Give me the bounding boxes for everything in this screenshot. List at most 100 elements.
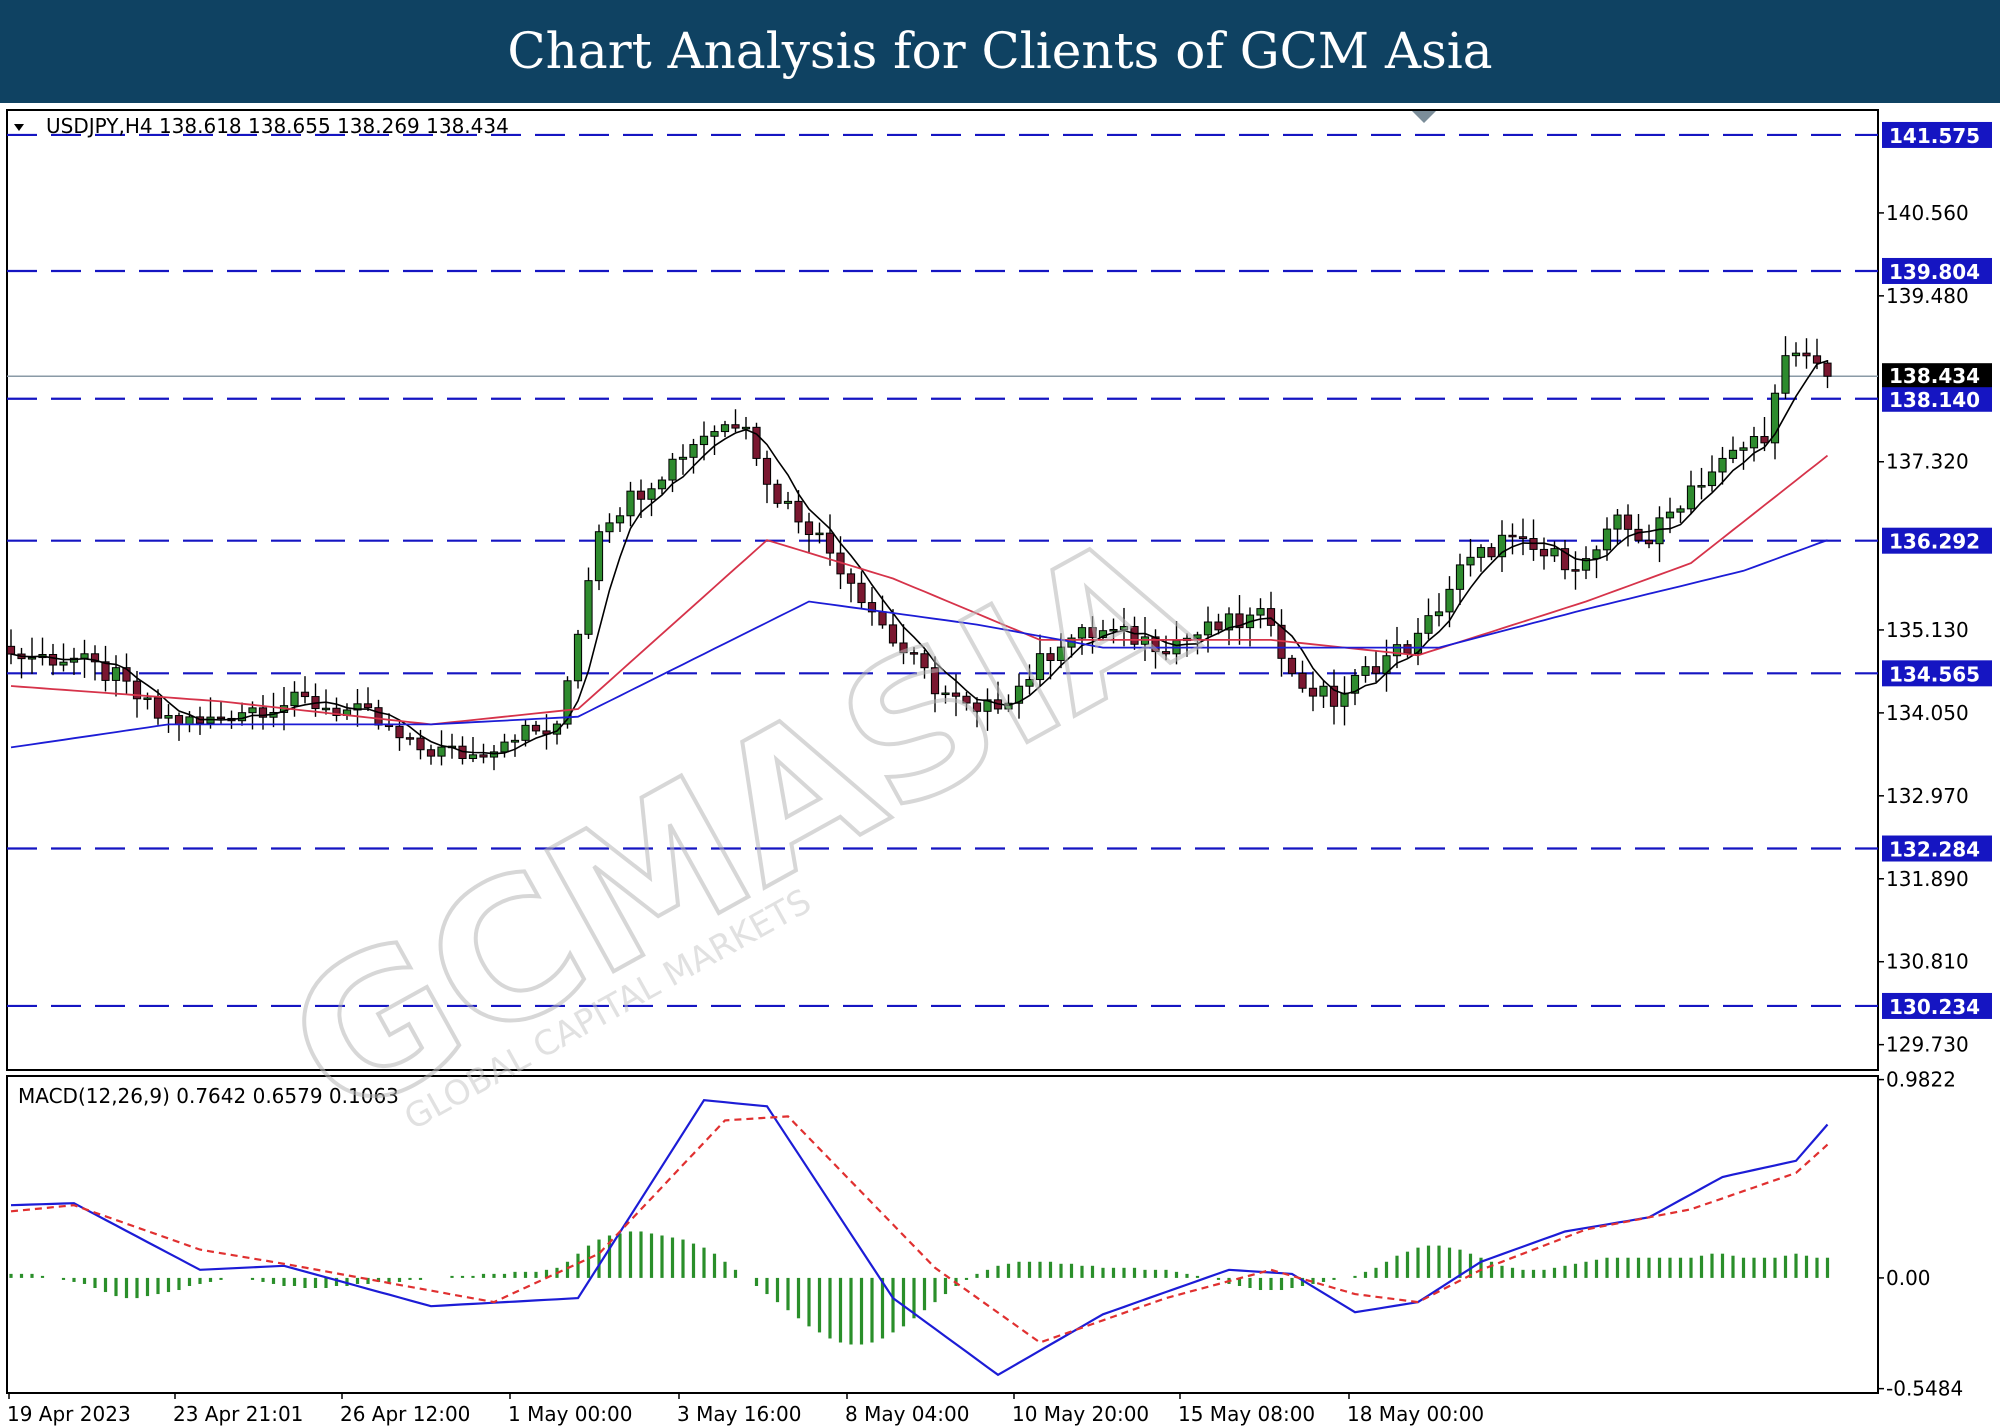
bull-candle — [1413, 632, 1423, 654]
bull-candle — [584, 580, 593, 635]
bull-candle — [1424, 615, 1433, 634]
bull-candle — [1749, 436, 1759, 449]
bear-candle — [1308, 687, 1318, 697]
bull-candle — [1686, 485, 1696, 510]
bull-candle — [1728, 449, 1738, 459]
bear-candle — [363, 703, 373, 709]
bull-candle — [468, 754, 478, 760]
bear-candle — [825, 532, 835, 554]
bear-candle — [90, 653, 100, 663]
bull-candle — [27, 657, 37, 660]
bull-candle — [1739, 447, 1748, 451]
bull-candle — [1770, 392, 1780, 444]
bear-candle — [1235, 613, 1244, 629]
bear-candle — [479, 754, 488, 758]
x-tick-label: 23 Apr 21:01 — [173, 1402, 303, 1426]
bull-candle — [710, 431, 719, 437]
bear-candle — [405, 737, 415, 740]
page-title: Chart Analysis for Clients of GCM Asia — [507, 22, 1493, 80]
fast-moving-average — [10, 360, 1828, 755]
level-price-tag — [1882, 385, 1992, 412]
level-price-label: 138.140 — [1889, 388, 1980, 412]
bull-candle — [1791, 352, 1801, 357]
shift-marker-icon — [1412, 111, 1436, 123]
level-price-label: 139.804 — [1889, 260, 1980, 284]
bull-candle — [1602, 528, 1612, 551]
bull-candle — [1203, 621, 1213, 636]
bull-candle — [1497, 534, 1507, 558]
bull-candle — [1476, 547, 1486, 558]
bull-candle — [1781, 355, 1790, 394]
bull-candle — [657, 479, 667, 490]
bear-candle — [1539, 548, 1549, 557]
bull-candle — [1361, 666, 1370, 676]
slow-moving-average — [10, 539, 1828, 749]
bull-candle — [1319, 685, 1328, 697]
macd-panel-frame — [6, 1075, 1879, 1394]
bear-candle — [731, 424, 740, 429]
bear-candle — [899, 642, 908, 654]
bull-candle — [1707, 471, 1717, 487]
macd-y-tick-label: -0.5484 — [1886, 1377, 1963, 1401]
bear-candle — [909, 652, 919, 655]
y-tick-label: 132.970 — [1886, 784, 1969, 808]
bull-candle — [1025, 679, 1034, 687]
bull-candle — [59, 661, 68, 666]
bear-candle — [1329, 685, 1339, 707]
bull-candle — [1014, 685, 1024, 704]
bear-candle — [1403, 644, 1412, 654]
bull-candle — [941, 692, 950, 696]
bull-candle — [1697, 485, 1706, 488]
bear-candle — [258, 707, 268, 718]
bull-candle — [521, 724, 530, 741]
level-price-label: 136.292 — [1889, 530, 1980, 554]
macd-label: MACD(12,26,9) 0.7642 0.6579 0.1063 — [18, 1084, 399, 1108]
bear-candle — [1487, 547, 1496, 558]
x-tick-label: 10 May 20:00 — [1012, 1402, 1149, 1426]
bear-candle — [1802, 352, 1811, 357]
bear-candle — [6, 645, 16, 655]
trading-chart: USDJPY,H4 138.618 138.655 138.269 138.43… — [6, 109, 1992, 1426]
bull-candle — [615, 515, 625, 524]
bear-candle — [1266, 608, 1276, 626]
current-price-label: 138.434 — [1889, 364, 1980, 388]
bull-candle — [1340, 692, 1349, 707]
bear-candle — [846, 573, 856, 584]
bull-candle — [1119, 626, 1129, 630]
dropdown-triangle-icon — [14, 124, 24, 131]
bull-candle — [1392, 644, 1402, 657]
bear-candle — [857, 582, 866, 604]
bull-candle — [1035, 653, 1045, 681]
bull-candle — [111, 667, 121, 681]
bull-candle — [815, 532, 824, 536]
bull-candle — [689, 444, 698, 458]
bull-candle — [1613, 514, 1622, 530]
level-price-tag — [1882, 527, 1992, 554]
bear-candle — [48, 653, 58, 666]
bear-candle — [972, 702, 982, 712]
bear-candle — [153, 697, 163, 719]
y-tick-label: 137.320 — [1886, 450, 1969, 474]
y-tick-label: 140.560 — [1886, 201, 1969, 225]
bull-candle — [594, 531, 604, 582]
macd-panel: MACD(12,26,9) 0.7642 0.6579 0.1063 — [6, 1075, 1879, 1394]
bull-candle — [1466, 556, 1475, 566]
bear-candle — [1812, 355, 1822, 364]
bear-candle — [1560, 548, 1570, 571]
bear-candle — [804, 521, 814, 536]
bull-candle — [1109, 628, 1118, 632]
y-tick-label: 139.480 — [1886, 284, 1969, 308]
macd-y-tick-label: 0.9822 — [1886, 1068, 1956, 1092]
bull-candle — [552, 723, 562, 735]
bear-candle — [426, 749, 436, 757]
bull-candle — [605, 522, 614, 533]
y-tick-label: 131.890 — [1886, 867, 1969, 891]
macd-y-tick-label: 0.00 — [1886, 1266, 1931, 1290]
level-price-label: 132.284 — [1889, 838, 1980, 862]
x-tick-label: 8 May 04:00 — [845, 1402, 969, 1426]
bear-candle — [752, 426, 761, 459]
bear-candle — [531, 724, 541, 732]
bear-candle — [962, 695, 971, 704]
bull-candle — [1581, 558, 1591, 571]
bull-candle — [983, 699, 992, 712]
